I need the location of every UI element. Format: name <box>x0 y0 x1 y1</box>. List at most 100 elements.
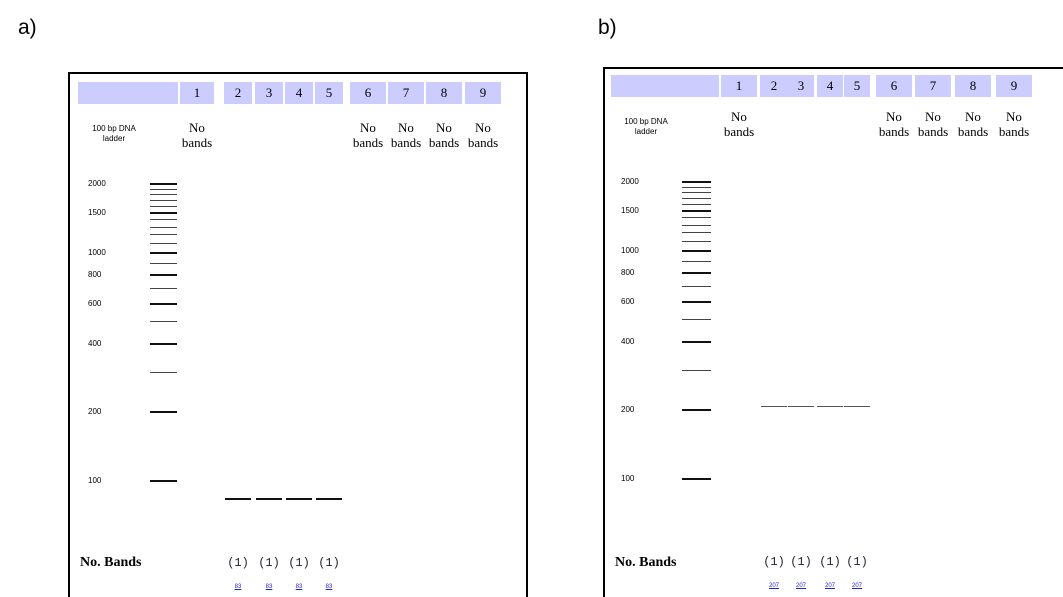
lane-number: 4 <box>284 85 314 101</box>
ladder-band <box>682 301 711 303</box>
ladder-band <box>682 181 711 183</box>
lane-note: No bands <box>389 120 423 150</box>
ladder-tick-label: 1500 <box>88 208 106 217</box>
lane-number: 9 <box>468 85 498 101</box>
lane-note: No bands <box>916 109 950 139</box>
ladder-band <box>682 370 711 371</box>
ladder-band <box>150 288 177 289</box>
band-size: 207 <box>759 583 789 589</box>
band-size: 83 <box>254 584 284 590</box>
ladder-band <box>150 183 177 185</box>
ladder-tick-label: 400 <box>621 337 634 346</box>
lane-note: No bands <box>351 120 385 150</box>
ladder-band <box>682 319 711 320</box>
ladder-band <box>150 480 177 482</box>
ladder-band <box>682 225 711 226</box>
ladder-band <box>682 272 711 274</box>
lane-number: 8 <box>429 85 459 101</box>
sample-band <box>256 498 282 500</box>
ladder-band <box>682 204 711 205</box>
ladder-tick-label: 2000 <box>88 179 106 188</box>
ladder-band <box>150 189 177 190</box>
ladder-tick-label: 1000 <box>621 246 639 255</box>
lane-number: 1 <box>182 85 212 101</box>
ladder-band <box>150 219 177 220</box>
ladder-band <box>150 206 177 207</box>
band-count: (1) <box>759 555 789 569</box>
sample-band <box>844 406 870 407</box>
lane-number: 6 <box>353 85 383 101</box>
lane-number: 2 <box>759 78 789 94</box>
page: {"panels": [ {"label": "a)", "ladder_lab… <box>0 0 1063 597</box>
band-size: 207 <box>815 583 845 589</box>
gel-panel: 1No bands2(1)833(1)834(1)835(1)836No ban… <box>68 72 528 597</box>
ladder-tick-label: 800 <box>88 270 101 279</box>
ladder-band <box>150 200 177 201</box>
panel-label: b) <box>598 16 617 40</box>
sample-band <box>761 406 787 407</box>
ladder-band <box>682 409 711 411</box>
sample-band <box>817 406 843 407</box>
ladder-band <box>150 343 177 345</box>
lane-number: 7 <box>918 78 948 94</box>
lane-number: 5 <box>842 78 872 94</box>
band-count: (1) <box>842 555 872 569</box>
ladder-band <box>682 478 711 480</box>
lane-note: No bands <box>877 109 911 139</box>
lane-note: No bands <box>956 109 990 139</box>
ladder-band <box>150 252 177 254</box>
band-size: 207 <box>786 583 816 589</box>
band-size: 83 <box>284 584 314 590</box>
ladder-tick-label: 2000 <box>621 177 639 186</box>
lane-note: No bands <box>466 120 500 150</box>
lane-number: 1 <box>724 78 754 94</box>
ladder-band <box>150 274 177 276</box>
ladder-tick-label: 200 <box>621 405 634 414</box>
ladder-band <box>682 241 711 242</box>
band-count: (1) <box>223 556 253 570</box>
sample-band <box>286 498 312 500</box>
ladder-band <box>150 372 177 373</box>
lane-note: No bands <box>427 120 461 150</box>
lane-number: 4 <box>815 78 845 94</box>
ladder-tick-label: 100 <box>621 474 634 483</box>
ladder-tick-label: 100 <box>88 476 101 485</box>
ladder-band <box>150 243 177 244</box>
lane-note: No bands <box>997 109 1031 139</box>
ladder-band <box>150 234 177 235</box>
header-cell <box>611 75 719 97</box>
lane-number: 8 <box>958 78 988 94</box>
ladder-band <box>682 210 711 212</box>
ladder-band <box>682 187 711 188</box>
footer-label: No. Bands <box>80 555 141 571</box>
ladder-tick-label: 600 <box>88 299 101 308</box>
ladder-label: 100 bp DNA ladder <box>84 124 144 144</box>
ladder-tick-label: 1000 <box>88 248 106 257</box>
ladder-band <box>682 286 711 287</box>
lane-note: No bands <box>180 120 214 150</box>
band-size: 207 <box>842 583 872 589</box>
ladder-band <box>150 411 177 413</box>
band-size: 83 <box>314 584 344 590</box>
ladder-band <box>150 212 177 214</box>
panel-label: a) <box>18 16 37 40</box>
lane-number: 6 <box>879 78 909 94</box>
ladder-band <box>682 217 711 218</box>
lane-number: 5 <box>314 85 344 101</box>
ladder-band <box>150 194 177 195</box>
ladder-tick-label: 800 <box>621 268 634 277</box>
ladder-tick-label: 200 <box>88 407 101 416</box>
band-count: (1) <box>815 555 845 569</box>
lane-number: 3 <box>254 85 284 101</box>
lane-number: 7 <box>391 85 421 101</box>
ladder-band <box>682 198 711 199</box>
ladder-band <box>150 227 177 228</box>
band-count: (1) <box>786 555 816 569</box>
ladder-tick-label: 600 <box>621 297 634 306</box>
ladder-band <box>682 250 711 252</box>
lane-number: 2 <box>223 85 253 101</box>
sample-band <box>788 406 814 407</box>
band-count: (1) <box>254 556 284 570</box>
band-count: (1) <box>314 556 344 570</box>
lane-note: No bands <box>722 109 756 139</box>
